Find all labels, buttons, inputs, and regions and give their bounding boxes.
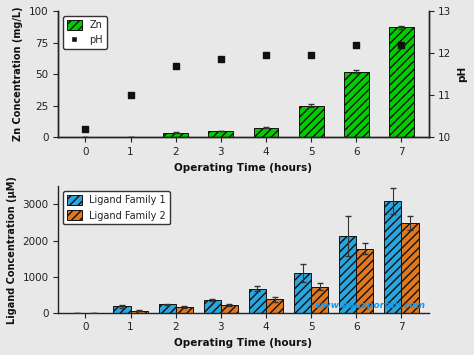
Text: www.aquaportail.com: www.aquaportail.com <box>314 301 425 310</box>
Bar <box>130 311 148 313</box>
Legend: Zn, pH: Zn, pH <box>63 16 107 49</box>
Y-axis label: Ligand Concentration (μM): Ligand Concentration (μM) <box>7 176 17 323</box>
Point <box>307 52 315 58</box>
Legend: Ligand Family 1, Ligand Family 2: Ligand Family 1, Ligand Family 2 <box>63 191 170 224</box>
Y-axis label: pH: pH <box>457 66 467 82</box>
Bar <box>164 133 188 137</box>
Bar <box>249 289 266 313</box>
Bar <box>344 72 369 137</box>
Point <box>353 42 360 48</box>
Bar <box>204 300 221 313</box>
Point <box>217 56 225 62</box>
Bar <box>254 128 278 137</box>
Bar <box>159 305 176 313</box>
Point <box>127 92 134 98</box>
Bar <box>339 236 356 313</box>
Bar <box>294 273 311 313</box>
Bar <box>209 131 233 137</box>
Bar <box>266 299 283 313</box>
Bar <box>311 287 328 313</box>
Point <box>82 126 89 132</box>
Point <box>172 63 180 69</box>
Bar <box>356 248 374 313</box>
X-axis label: Operating Time (hours): Operating Time (hours) <box>174 338 312 348</box>
Bar <box>401 223 419 313</box>
Bar <box>113 306 130 313</box>
X-axis label: Operating Time (hours): Operating Time (hours) <box>174 163 312 173</box>
Point <box>262 52 270 58</box>
Bar <box>176 307 193 313</box>
Bar <box>299 106 324 137</box>
Bar <box>384 201 401 313</box>
Bar <box>221 305 238 313</box>
Y-axis label: Zn Concentration (mg/L): Zn Concentration (mg/L) <box>13 7 23 141</box>
Bar <box>389 27 414 137</box>
Point <box>398 42 405 48</box>
